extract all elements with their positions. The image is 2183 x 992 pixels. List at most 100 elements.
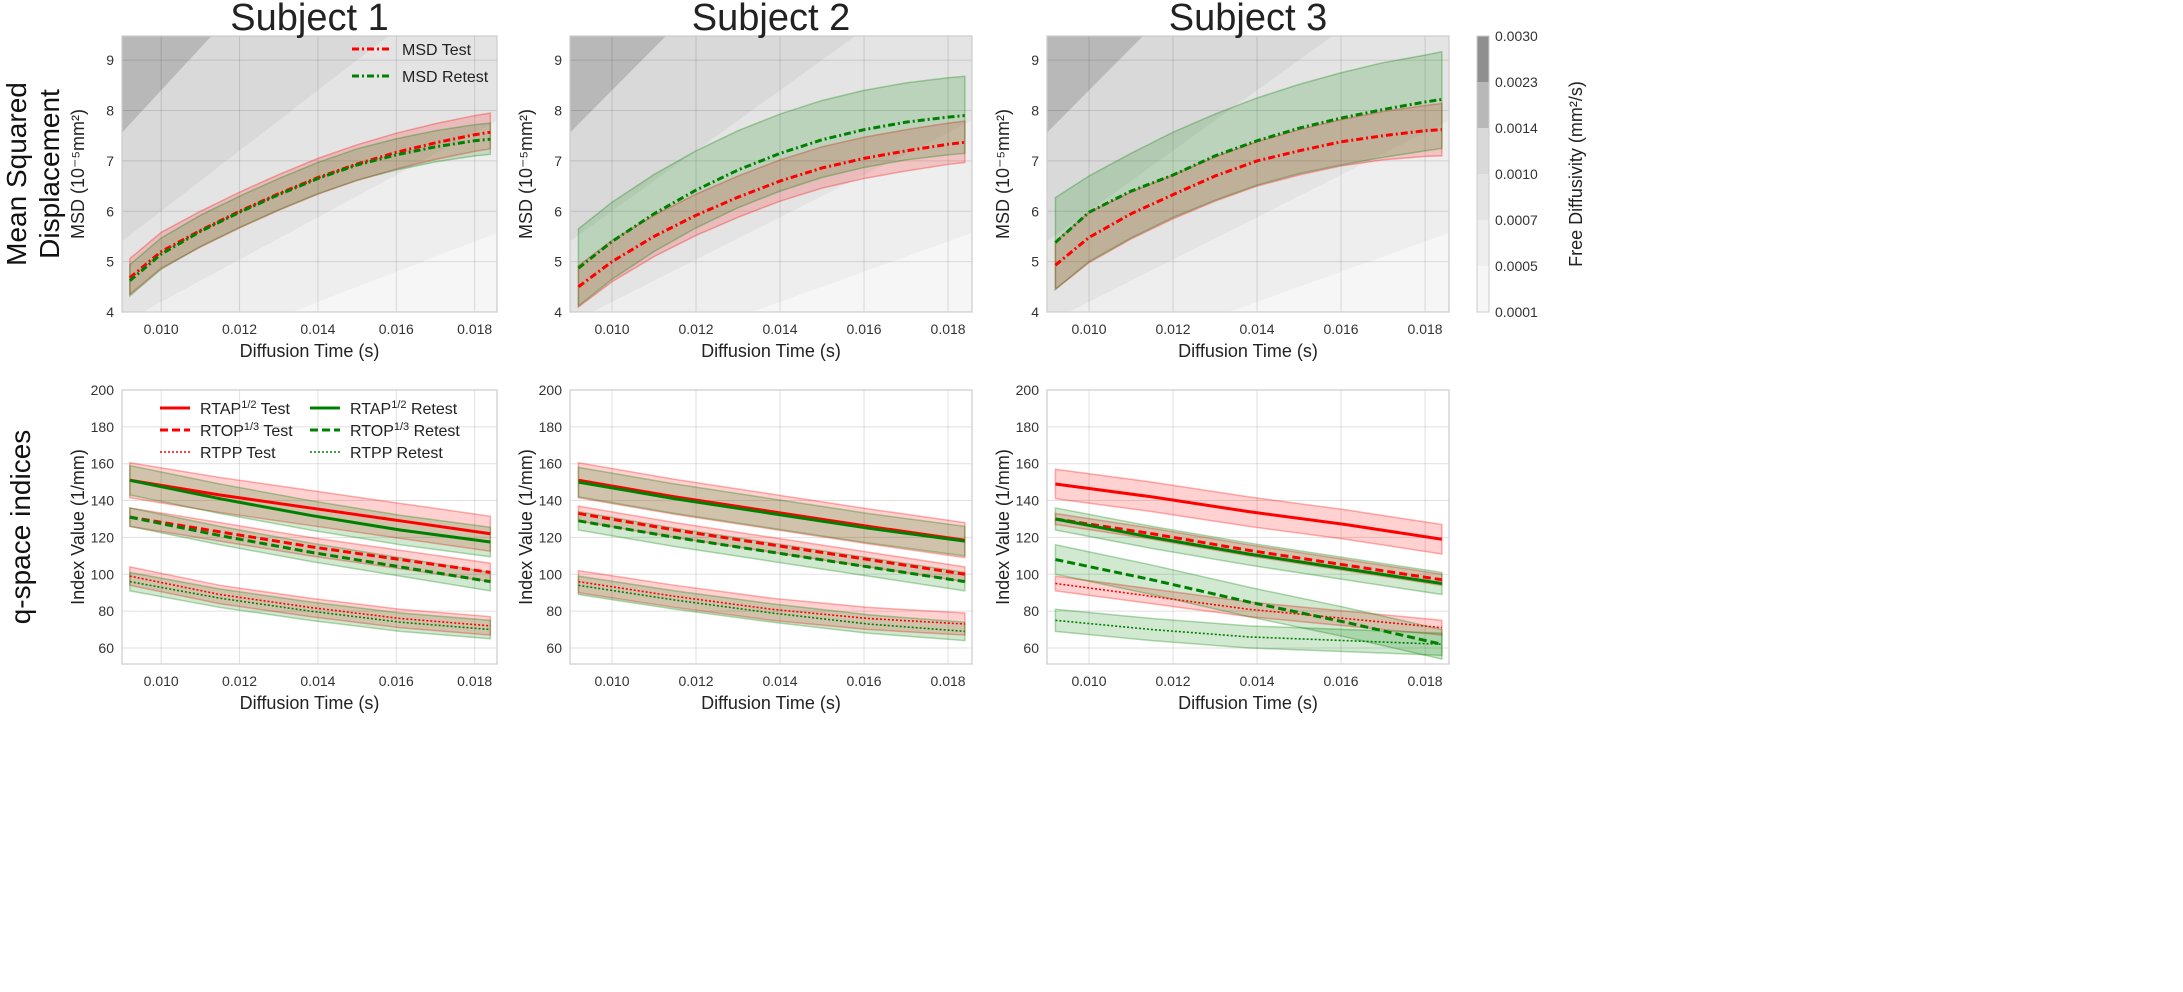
colorbar-label: Free Diffusivity (mm²/s) bbox=[1566, 81, 1586, 267]
plot-frame bbox=[121, 389, 498, 665]
confidence-band bbox=[1054, 50, 1443, 291]
y-axis-label: MSD (10⁻⁵mm²) bbox=[68, 109, 88, 239]
colorbar-band bbox=[1477, 36, 1489, 82]
legend: MSD Test MSD Retest bbox=[352, 42, 489, 86]
x-tick-label: 0.018 bbox=[931, 321, 966, 337]
plot-area bbox=[1047, 36, 1449, 312]
legend-label: MSD Retest bbox=[402, 69, 489, 86]
y-tick-label: 200 bbox=[91, 382, 115, 398]
x-tick-label: 0.016 bbox=[847, 673, 882, 689]
confidence-band bbox=[129, 464, 492, 558]
row-label-msd-line1: Mean Squared bbox=[1, 82, 32, 266]
y-tick-label: 100 bbox=[1016, 566, 1040, 582]
series-line bbox=[129, 478, 491, 544]
y-tick-label: 6 bbox=[106, 203, 114, 219]
panel-msd-subject-3: 0.010 0.012 0.014 0.016 0.018 4 5 6 7 8 9 Subject 3… bbox=[993, 0, 1450, 361]
y-tick-label: 6 bbox=[554, 203, 562, 219]
diffusivity-band bbox=[291, 232, 497, 312]
text-part: Retest bbox=[407, 401, 458, 418]
y-tick-label: 120 bbox=[539, 529, 563, 545]
x-tick-label: 0.018 bbox=[457, 673, 492, 689]
y-tick-label: 6 bbox=[1031, 203, 1039, 219]
x-tick-label: 0.012 bbox=[1155, 673, 1190, 689]
y-tick-label: 180 bbox=[91, 419, 115, 435]
x-tick-label: 0.014 bbox=[300, 321, 335, 337]
y-tick-label: 60 bbox=[98, 640, 114, 656]
x-tick-label: 0.014 bbox=[300, 673, 335, 689]
diffusivity-band bbox=[1047, 36, 1144, 133]
superscript: 1/2 bbox=[241, 399, 256, 411]
diffusivity-band bbox=[570, 36, 972, 312]
series-line bbox=[577, 114, 965, 270]
y-tick-label: 60 bbox=[546, 640, 562, 656]
y-axis-label: Index Value (1/mm) bbox=[68, 449, 88, 605]
y-tick-label: 180 bbox=[1016, 419, 1040, 435]
plot-area bbox=[1047, 390, 1449, 664]
x-tick-label: 0.016 bbox=[847, 321, 882, 337]
series-line bbox=[1055, 517, 1443, 582]
x-tick-label: 0.010 bbox=[594, 321, 629, 337]
y-axis-label: MSD (10⁻⁵mm²) bbox=[993, 109, 1013, 239]
colorbar-band bbox=[1477, 220, 1489, 266]
x-tick-label: 0.014 bbox=[763, 673, 798, 689]
series-line bbox=[578, 580, 965, 625]
y-tick-label: 140 bbox=[1016, 493, 1040, 509]
plot-background bbox=[1047, 390, 1449, 664]
y-tick-label: 140 bbox=[91, 493, 115, 509]
colorbar-frame bbox=[1476, 35, 1490, 313]
confidence-band bbox=[1054, 608, 1443, 657]
x-tick-label: 0.018 bbox=[1408, 321, 1443, 337]
x-tick-label: 0.016 bbox=[379, 673, 414, 689]
plot-background bbox=[570, 390, 972, 664]
y-tick-label: 180 bbox=[539, 419, 563, 435]
diffusivity-band bbox=[122, 36, 212, 133]
diffusivity-band bbox=[1229, 232, 1449, 312]
y-tick-label: 7 bbox=[106, 153, 114, 169]
panel-q-subject-1: 0.010 0.012 0.014 0.016 0.018 60 80 100 120 140 16… bbox=[68, 382, 498, 713]
series-line bbox=[577, 140, 966, 289]
x-tick-label: 0.010 bbox=[144, 321, 179, 337]
x-tick-label: 0.012 bbox=[678, 673, 713, 689]
y-tick-label: 120 bbox=[91, 529, 115, 545]
subplot-title: Subject 1 bbox=[230, 0, 388, 39]
x-tick-label: 0.018 bbox=[457, 321, 492, 337]
x-tick-label: 0.016 bbox=[1324, 321, 1359, 337]
text-part: RTAP bbox=[350, 401, 391, 418]
y-axis-label: Index Value (1/mm) bbox=[516, 449, 536, 605]
series-line bbox=[129, 515, 491, 584]
colorbar-band bbox=[1477, 266, 1489, 312]
colorbar-tick-label: 0.0030 bbox=[1495, 28, 1538, 44]
row-label-qspace: q-space indices bbox=[5, 430, 36, 625]
y-tick-label: 160 bbox=[539, 456, 563, 472]
legend-label: RTOP1/3 Retest bbox=[350, 421, 460, 440]
x-axis-label: Diffusion Time (s) bbox=[701, 341, 841, 361]
series-line bbox=[129, 478, 491, 536]
series-line bbox=[1055, 482, 1443, 541]
diffusivity-band bbox=[1047, 36, 1333, 242]
series-line bbox=[578, 478, 966, 542]
plot-area bbox=[570, 390, 972, 664]
series-line bbox=[128, 137, 491, 282]
confidence-band bbox=[577, 75, 966, 308]
series-line bbox=[1055, 582, 1442, 629]
series-line bbox=[129, 515, 491, 574]
series-line bbox=[129, 580, 491, 631]
legend-label: RTAP1/2 Test bbox=[200, 399, 291, 418]
colorbar-tick-label: 0.0005 bbox=[1495, 258, 1538, 274]
y-tick-label: 60 bbox=[1023, 640, 1039, 656]
x-tick-label: 0.016 bbox=[1324, 673, 1359, 689]
plot-frame bbox=[569, 389, 973, 665]
y-tick-label: 4 bbox=[554, 304, 562, 320]
x-tick-label: 0.012 bbox=[222, 673, 257, 689]
plot-frame bbox=[1046, 389, 1450, 665]
y-tick-label: 100 bbox=[539, 566, 563, 582]
confidence-band bbox=[129, 507, 492, 592]
series-line bbox=[1055, 619, 1442, 646]
y-tick-label: 160 bbox=[91, 456, 115, 472]
colorbar-tick-label: 0.0010 bbox=[1495, 166, 1538, 182]
text-part: RTOP bbox=[200, 423, 244, 440]
legend-label: RTPP Test bbox=[200, 445, 276, 462]
y-tick-label: 160 bbox=[1016, 456, 1040, 472]
